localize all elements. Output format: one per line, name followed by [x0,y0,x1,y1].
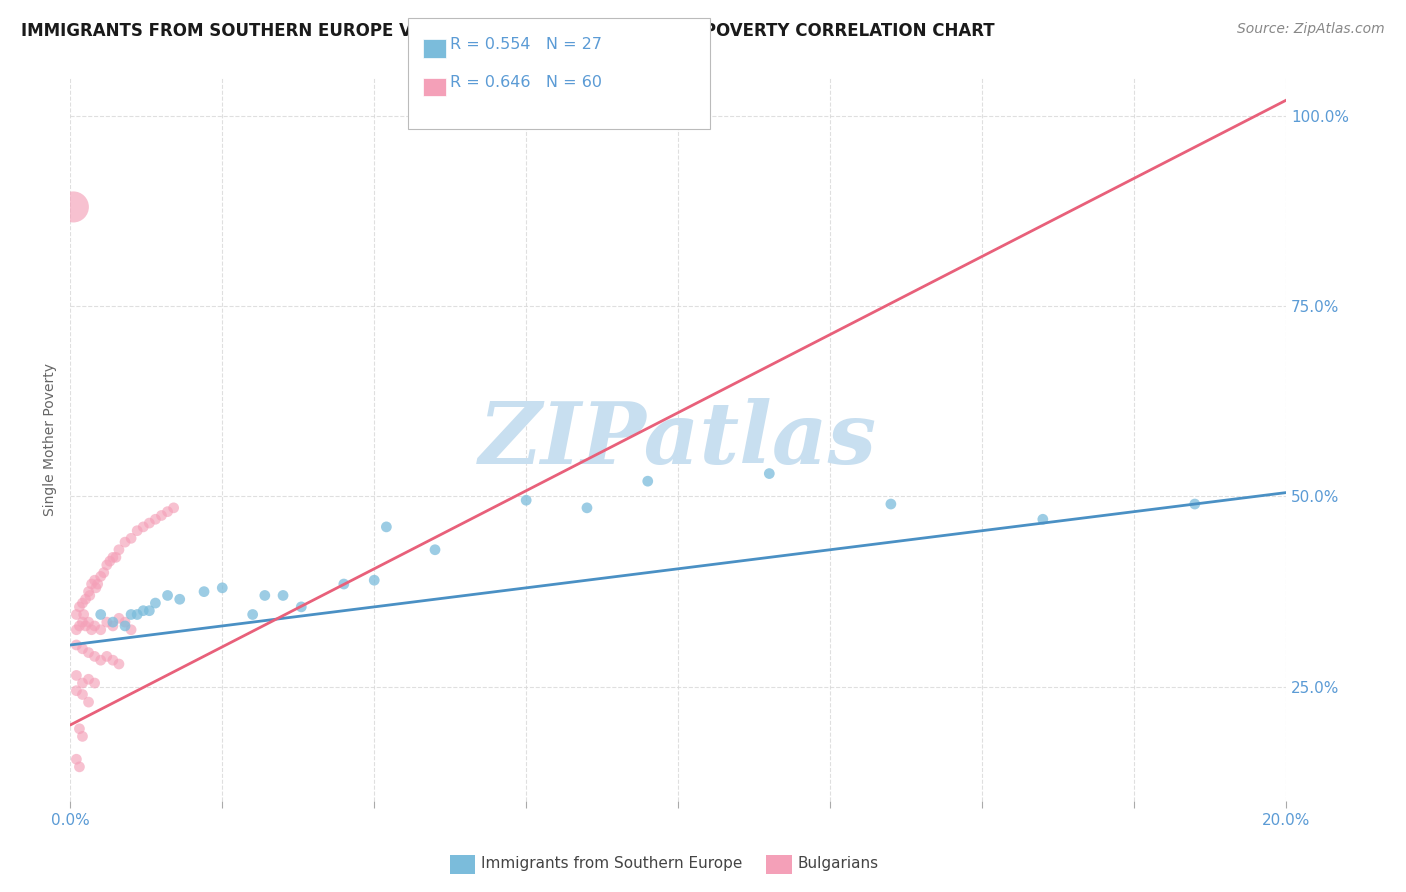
Point [77,672,100,686]
Point [77,615,100,629]
Point [242,607,264,622]
Point [77,695,100,709]
Point [90,623,112,637]
Point [169,592,191,607]
Point [515,493,537,508]
Point [77,584,100,599]
Point [132,520,155,534]
Point [101,550,124,565]
Point [84,581,107,595]
Point [1032,512,1054,526]
Text: Immigrants from Southern Europe: Immigrants from Southern Europe [481,856,742,871]
Point [120,607,142,622]
Point [80,623,103,637]
Point [120,623,142,637]
Point [253,589,276,603]
Point [73,607,96,622]
Point [93,566,115,580]
Point [65,752,87,766]
Point [637,474,659,488]
Point [114,619,136,633]
Point [98,554,121,568]
Text: Source: ZipAtlas.com: Source: ZipAtlas.com [1237,22,1385,37]
Point [880,497,903,511]
Point [138,604,160,618]
Point [75,619,97,633]
Point [333,577,356,591]
Point [72,615,94,629]
Point [211,581,233,595]
Point [67,722,90,736]
Point [423,542,446,557]
Point [101,619,124,633]
Y-axis label: Single Mother Poverty: Single Mother Poverty [44,363,58,516]
Point [145,512,167,526]
Point [80,577,103,591]
Point [72,688,94,702]
Point [90,653,112,667]
Point [65,683,87,698]
Point [67,760,90,774]
Text: ZIPatlas: ZIPatlas [479,398,877,481]
Point [83,573,105,587]
Point [67,599,90,614]
Point [145,596,167,610]
Point [132,604,155,618]
Point [163,500,186,515]
Point [193,584,215,599]
Point [65,623,87,637]
Point [271,589,294,603]
Point [114,535,136,549]
Point [156,505,179,519]
Point [62,200,84,214]
Point [120,531,142,545]
Point [72,676,94,690]
Point [72,641,94,656]
Point [67,619,90,633]
Point [77,646,100,660]
Text: IMMIGRANTS FROM SOUTHERN EUROPE VS BULGARIAN SINGLE MOTHER POVERTY CORRELATION C: IMMIGRANTS FROM SOUTHERN EUROPE VS BULGA… [21,22,994,40]
Point [150,508,173,523]
Point [127,607,149,622]
Point [156,589,179,603]
Point [79,589,101,603]
Point [90,569,112,583]
Point [138,516,160,530]
Point [75,592,97,607]
Point [65,607,87,622]
Point [83,619,105,633]
Point [90,607,112,622]
Point [108,611,131,625]
Point [758,467,780,481]
Point [101,653,124,667]
Text: Bulgarians: Bulgarians [797,856,879,871]
Point [127,524,149,538]
Point [65,638,87,652]
Point [83,676,105,690]
Point [65,668,87,682]
Point [86,577,108,591]
Point [101,615,124,629]
Text: R = 0.646   N = 60: R = 0.646 N = 60 [450,76,602,90]
Point [72,730,94,744]
Point [108,542,131,557]
Point [1184,497,1206,511]
Point [96,558,118,572]
Point [72,596,94,610]
Point [108,657,131,671]
Point [575,500,598,515]
Point [96,615,118,629]
Point [104,550,127,565]
Point [375,520,398,534]
Point [114,615,136,629]
Point [83,649,105,664]
Text: R = 0.554   N = 27: R = 0.554 N = 27 [450,37,602,52]
Point [363,573,385,587]
Point [96,649,118,664]
Point [290,599,312,614]
